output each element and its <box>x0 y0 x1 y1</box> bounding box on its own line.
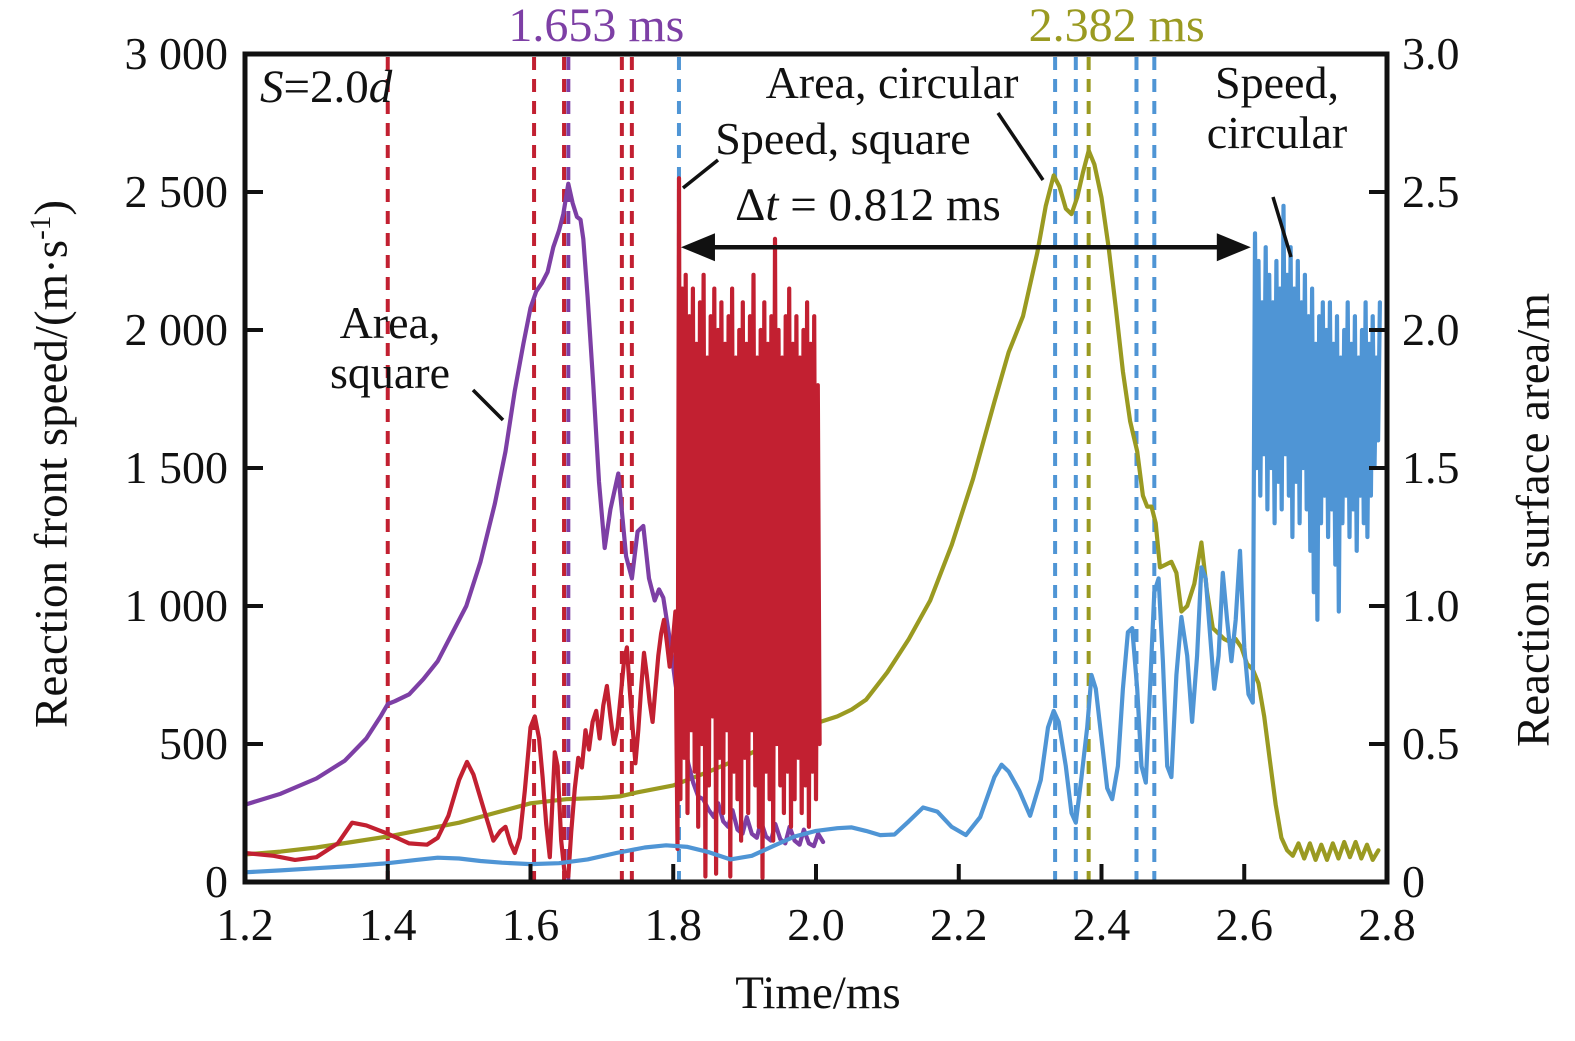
annotation-leader-line <box>681 158 720 190</box>
y-right-tick-label: 1.5 <box>1402 442 1460 494</box>
peak-time-marker: 1.653 ms <box>508 0 685 52</box>
annotation-leader-line <box>996 112 1045 181</box>
condition-label: S=2.0d <box>260 61 393 113</box>
x-tick-label: 2.4 <box>1072 899 1131 950</box>
y-left-tick-label: 2 000 <box>124 304 229 356</box>
x-tick-label: 2.2 <box>930 899 988 950</box>
x-tick-label: 1.6 <box>501 899 560 950</box>
annotation-leader-line <box>471 388 505 422</box>
condition-symbol: S <box>260 61 284 113</box>
condition-diameter-symbol: d <box>368 61 393 113</box>
y-right-tick-label: 3.0 <box>1402 28 1460 80</box>
series-speed-square <box>242 176 822 880</box>
y-left-tick-label: 500 <box>159 718 228 770</box>
y-right-tick-label: 1.0 <box>1402 580 1460 632</box>
y-left-tick-label: 2 500 <box>124 166 229 218</box>
x-tick-label: 1.8 <box>644 899 703 950</box>
y-left-tick-label: 1 500 <box>124 442 229 494</box>
arrowhead-left <box>680 233 715 262</box>
annotation-area-square: Area, square <box>330 298 450 397</box>
x-axis-title: Time/ms <box>735 967 901 1019</box>
delta-t-label: Δt = 0.812 ms <box>735 179 1001 231</box>
y-right-axis-title: Reaction surface area/m <box>1507 292 1560 748</box>
y-right-tick-label: 0.5 <box>1402 718 1460 770</box>
y-right-tick-label: 2.0 <box>1402 304 1460 356</box>
annotation-line: circular <box>1206 106 1348 158</box>
annotation-line: Area, circular <box>765 57 1019 108</box>
y-right-tick-label: 2.5 <box>1402 166 1460 218</box>
annotation-line: Speed, <box>1215 57 1339 108</box>
annotation-leader-line <box>1271 196 1293 258</box>
annotation-area-circular: Area, circular <box>766 58 1019 108</box>
y-left-tick-label: 0 <box>205 856 228 908</box>
x-tick-label: 1.4 <box>359 899 417 950</box>
y-left-tick-label: 3 000 <box>124 28 229 80</box>
series-area-circular <box>242 148 1381 862</box>
superscript-exponent: -1 <box>24 215 57 240</box>
x-tick-label: 1.2 <box>216 899 274 950</box>
annotation-speed-square: Speed, square <box>715 114 970 164</box>
x-tick-label: 2.8 <box>1358 899 1416 950</box>
series-speed-circular <box>242 203 1382 875</box>
peak-time-marker: 2.382 ms <box>1028 0 1205 52</box>
y-left-axis-title: Reaction front speed/(m·s-1) <box>24 199 78 729</box>
y-left-tick-label: 1 000 <box>124 580 229 632</box>
arrowhead-right <box>1216 233 1251 262</box>
annotation-speed-circular: Speed, circular <box>1207 58 1347 157</box>
x-tick-label: 2.0 <box>787 899 845 950</box>
annotation-line: Speed, square <box>715 113 971 164</box>
annotation-line: square <box>329 346 451 398</box>
x-tick-label: 2.6 <box>1215 899 1274 950</box>
y-right-tick-label: 0 <box>1402 856 1425 908</box>
annotation-line: Area, <box>339 297 441 348</box>
